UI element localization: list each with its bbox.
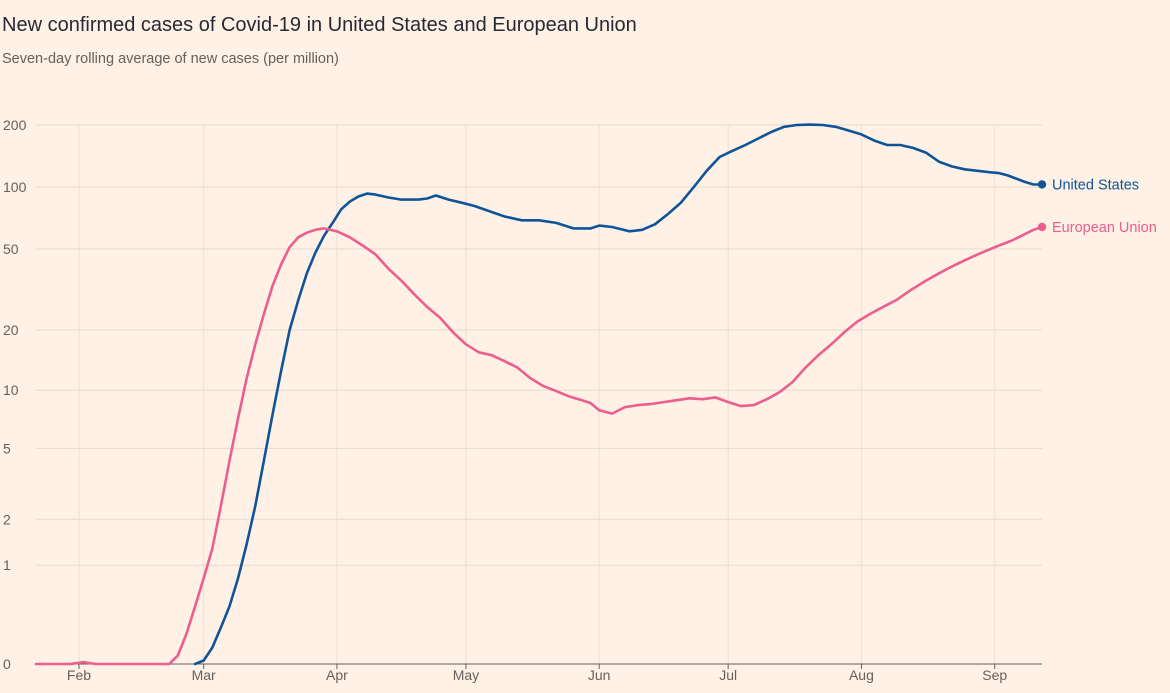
y-tick-label: 0 — [3, 656, 11, 672]
series-line-european-union — [34, 225, 1044, 666]
x-tick-label: Jul — [719, 667, 737, 683]
y-tick-label: 10 — [3, 382, 19, 398]
x-tick-label: May — [453, 667, 479, 683]
y-tick-label: 50 — [3, 241, 19, 257]
y-axis: 0 1 2 5 10 20 50 100 200 — [3, 117, 27, 672]
series-end-dot — [1037, 222, 1047, 232]
x-tick-label: Mar — [192, 667, 216, 683]
chart-subtitle: Seven-day rolling average of new cases (… — [2, 51, 339, 67]
x-axis: Feb Mar Apr May Jun Jul Aug Sep — [36, 663, 1042, 683]
x-tick-label: Jun — [588, 667, 611, 683]
series-label: European Union — [1052, 220, 1157, 236]
x-tick-label: Feb — [67, 667, 91, 683]
series-labels: United States European Union — [1037, 177, 1157, 236]
series-label: United States — [1052, 177, 1139, 193]
grid-lines — [36, 124, 1042, 664]
y-tick-label: 200 — [3, 117, 27, 133]
series-line-united-states — [193, 123, 1044, 666]
chart-title: New confirmed cases of Covid-19 in Unite… — [2, 14, 637, 36]
y-tick-label: 1 — [3, 557, 11, 573]
x-tick-label: Sep — [982, 667, 1007, 683]
y-tick-label: 100 — [3, 179, 27, 195]
series-lines — [34, 123, 1044, 666]
x-tick-label: Apr — [326, 667, 348, 683]
y-tick-label: 20 — [3, 322, 19, 338]
y-tick-label: 5 — [3, 440, 11, 456]
y-tick-label: 2 — [3, 511, 11, 527]
series-end-dot — [1037, 180, 1047, 189]
x-tick-label: Aug — [849, 667, 874, 683]
